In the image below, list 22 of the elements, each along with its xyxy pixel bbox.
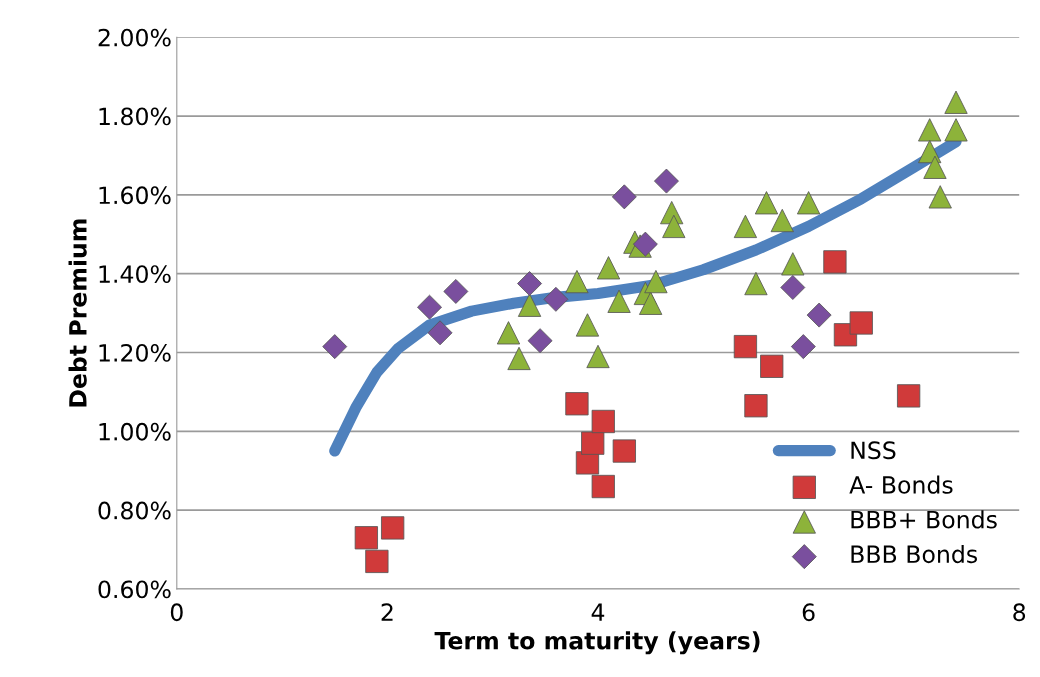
y-axis-title: Debt Premium (68, 219, 87, 407)
x-tick-label: 8 (1013, 603, 1026, 622)
point (654, 168, 679, 194)
y-tick-label: 1.40% (99, 265, 171, 284)
y-tick-label: 2.00% (98, 28, 171, 47)
point (790, 334, 816, 360)
y-tick-label: 0.80% (98, 501, 171, 520)
x-axis-title: Term to maturity (years) (434, 631, 760, 655)
y-tick-label: 1.20% (99, 343, 171, 362)
legend-label: A- Bonds (849, 475, 953, 494)
y-tick-label: 1.80% (99, 107, 171, 126)
y-tick-label: 0.60% (98, 580, 171, 599)
legend-label: BBB Bonds (851, 544, 978, 564)
x-tick-label: 2 (381, 603, 393, 621)
y-tick-label: 1.60% (99, 186, 171, 205)
legend-label: NSS (851, 441, 896, 460)
x-tick-label: 4 (591, 603, 605, 621)
x-tick-label: 0 (170, 603, 183, 622)
legend-label: BBB+ Bonds (851, 510, 997, 529)
x-tick-label: 6 (802, 603, 815, 622)
y-tick-label: 1.00% (99, 422, 171, 441)
point (517, 271, 542, 296)
